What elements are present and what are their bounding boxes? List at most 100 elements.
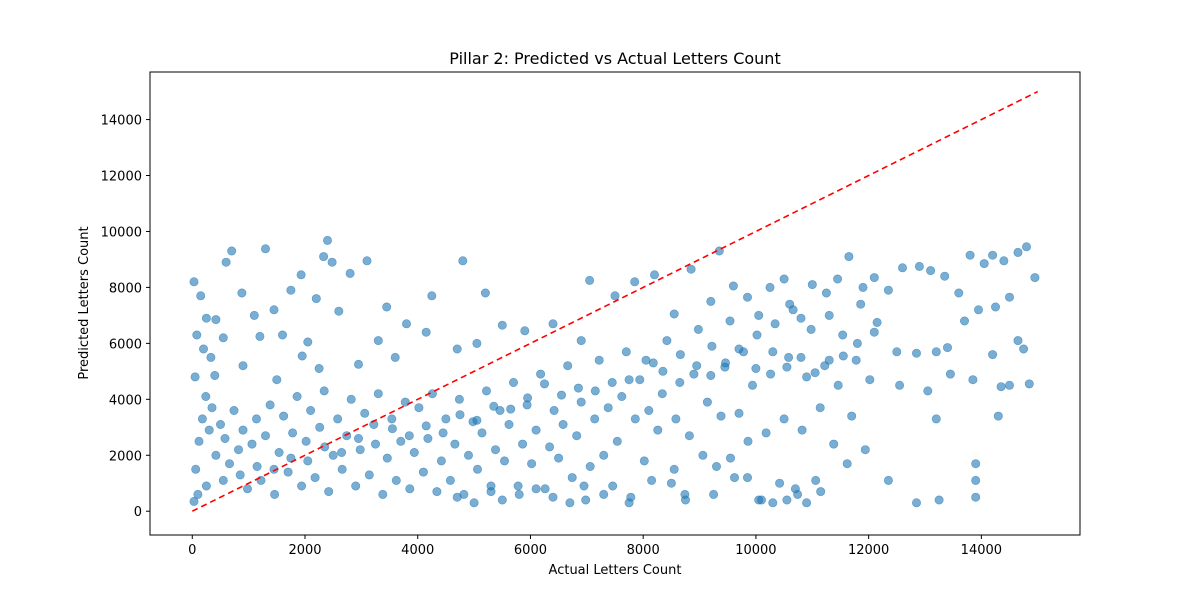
data-point [272,375,282,385]
data-point [728,281,738,291]
data-point [979,259,989,269]
data-point [243,484,253,494]
data-point [796,352,806,362]
data-point [617,391,627,401]
data-point [940,271,950,281]
data-point [229,405,239,415]
data-point [815,403,825,413]
data-point [579,481,589,491]
data-point [782,362,792,372]
data-point [292,391,302,401]
data-point [706,370,716,380]
data-point [210,370,220,380]
data-point [1013,336,1023,346]
data-point [610,291,620,301]
data-point [454,394,464,404]
data-point [218,475,228,485]
data-point [860,445,870,455]
data-point [481,386,491,396]
data-point [373,389,383,399]
data-point [265,400,275,410]
data-point [990,302,1000,312]
data-point [856,299,866,309]
data-point [725,453,735,463]
data-point [644,405,654,415]
data-point [872,317,882,327]
data-point [797,425,807,435]
data-point [445,475,455,485]
data-point [743,436,753,446]
data-point [608,481,618,491]
data-point [235,470,245,480]
data-point [923,386,933,396]
data-point [539,379,549,389]
data-point [931,414,941,424]
reference-line [191,90,1039,512]
data-point [327,257,337,267]
data-point [220,433,230,443]
data-point [527,459,537,469]
data-point [489,401,499,411]
data-point [725,316,735,326]
data-point [585,461,595,471]
data-point [238,425,248,435]
data-point [353,359,363,369]
data-point [572,431,582,441]
data-point [914,261,924,271]
y-tick-label: 4000 [109,393,142,408]
data-point [810,368,820,378]
data-point [311,294,321,304]
data-point [707,341,717,351]
data-point [364,470,374,480]
data-point [833,380,843,390]
data-point [869,327,879,337]
data-point [322,235,332,245]
data-point [1004,380,1014,390]
data-point [833,274,843,284]
data-point [345,268,355,278]
data-point [252,461,262,471]
data-point [675,377,685,387]
data-point [742,292,752,302]
data-point [603,403,613,413]
data-point [768,498,778,508]
data-point [842,459,852,469]
data-point [971,475,981,485]
data-point [490,445,500,455]
data-point [404,431,414,441]
data-point [965,250,975,260]
data-point [314,363,324,373]
x-tick-label: 0 [188,543,196,558]
data-point [438,428,448,438]
data-point [838,330,848,340]
data-point [671,414,681,424]
x-tick-label: 10000 [735,543,776,558]
data-point [387,424,397,434]
data-point [531,425,541,435]
data-point [883,475,893,485]
data-point [401,319,411,329]
data-point [274,447,284,457]
data-point [666,478,676,488]
data-point [779,414,789,424]
data-point [391,475,401,485]
data-point [390,352,400,362]
data-point [621,347,631,357]
data-point [684,431,694,441]
data-point [754,310,764,320]
data-point [782,495,792,505]
data-point [370,439,380,449]
data-point [796,313,806,323]
data-point [1019,344,1029,354]
data-point [201,391,211,401]
data-point [306,405,316,415]
data-point [657,389,667,399]
data-point [540,484,550,494]
data-point [821,288,831,298]
data-point [269,305,279,315]
data-point [686,264,696,274]
data-point [829,439,839,449]
data-point [573,383,583,393]
